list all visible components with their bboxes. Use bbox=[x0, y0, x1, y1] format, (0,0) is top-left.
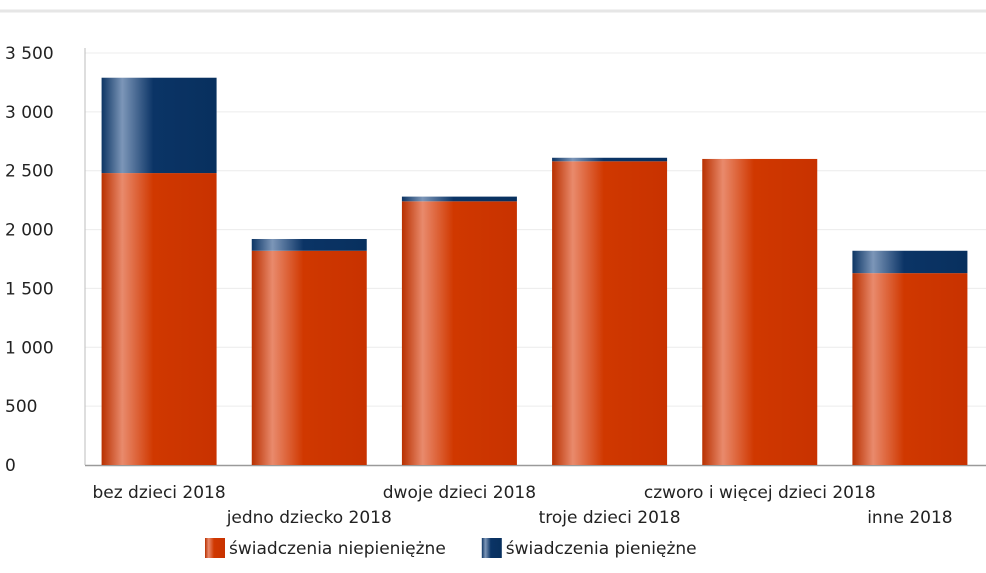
legend-label: świadczenia niepieniężne bbox=[229, 539, 446, 559]
bar-niepieniezne bbox=[702, 158, 818, 465]
bar-pieniezne bbox=[251, 238, 367, 251]
x-category-label: inne 2018 bbox=[867, 508, 952, 528]
x-category-label: dwoje dzieci 2018 bbox=[383, 483, 536, 503]
axes bbox=[84, 48, 986, 467]
legend-swatch bbox=[205, 538, 225, 558]
x-category-label: czworo i więcej dzieci 2018 bbox=[644, 483, 876, 503]
bar-niepieniezne bbox=[101, 173, 217, 465]
bar-pieniezne bbox=[401, 196, 517, 202]
y-tick-label: 1 500 bbox=[5, 279, 54, 299]
y-tick-label: 2 500 bbox=[5, 162, 54, 182]
y-tick-label: 3 000 bbox=[5, 103, 54, 123]
bar-pieniezne bbox=[101, 77, 217, 174]
gridlines bbox=[85, 52, 986, 407]
y-tick-label: 500 bbox=[5, 397, 37, 417]
bar-niepieniezne bbox=[552, 161, 668, 465]
x-category-label: bez dzieci 2018 bbox=[92, 483, 225, 503]
y-tick-label: 2 000 bbox=[5, 221, 54, 241]
bar-niepieniezne bbox=[251, 250, 367, 465]
y-tick-label: 3 500 bbox=[5, 44, 54, 64]
y-tick-label: 0 bbox=[5, 456, 16, 476]
y-tick-label: 1 000 bbox=[5, 338, 54, 358]
bars bbox=[101, 77, 968, 465]
legend: świadczenia niepieniężne świadczenia pien… bbox=[205, 538, 697, 559]
y-tick-labels: 0 500 1 000 1 500 2 000 2 500 3 000 3 500 bbox=[5, 44, 54, 476]
bar-niepieniezne bbox=[852, 273, 968, 465]
x-category-label: troje dzieci 2018 bbox=[539, 508, 681, 528]
bar-niepieniezne bbox=[401, 201, 517, 465]
legend-swatch bbox=[481, 538, 502, 558]
bar-pieniezne bbox=[852, 250, 968, 274]
x-category-label: jedno dziecko 2018 bbox=[226, 508, 392, 528]
bar-pieniezne bbox=[552, 157, 668, 162]
legend-label: świadczenia pieniężne bbox=[506, 539, 697, 559]
